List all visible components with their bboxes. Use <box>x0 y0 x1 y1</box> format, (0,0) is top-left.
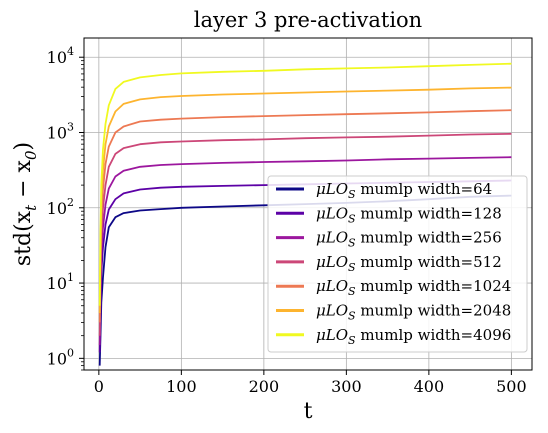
legend-label: μLOS mumlp width=4096 <box>316 326 511 347</box>
legend-label: μLOS mumlp width=2048 <box>316 302 511 323</box>
series-line <box>98 132 512 336</box>
series-line <box>98 156 512 346</box>
legend: μLOS mumlp width=64 μLOS mumlp width=128 μ… <box>267 175 528 353</box>
legend-label: μLOS mumlp width=256 <box>316 229 502 250</box>
x-axis-label: t <box>304 399 313 424</box>
x-tick-label: 0 <box>94 377 104 396</box>
series-line <box>98 62 512 306</box>
legend-label: μLOS mumlp width=1024 <box>316 277 511 298</box>
plot-frame <box>83 37 533 371</box>
series-line <box>98 109 512 323</box>
y-axis-label: std(xt − x0) <box>11 142 40 266</box>
x-tick-label: 400 <box>414 377 445 396</box>
x-axis-ticks: 0 100 200 300 400 500 <box>94 370 527 396</box>
legend-label: μLOS mumlp width=128 <box>316 204 502 225</box>
y-tick-label: 104 <box>47 45 74 67</box>
y-tick-label: 100 <box>47 346 74 368</box>
legend-box <box>267 175 528 353</box>
chart-title: layer 3 pre-activation <box>194 8 422 32</box>
x-tick-label: 100 <box>166 377 197 396</box>
y-tick-label: 102 <box>47 196 74 218</box>
legend-label: μLOS mumlp width=64 <box>316 180 492 201</box>
x-tick-label: 300 <box>331 377 362 396</box>
series-line <box>98 86 512 314</box>
y-tick-label: 103 <box>47 120 74 142</box>
x-tick-label: 200 <box>249 377 280 396</box>
legend-label: μLOS mumlp width=512 <box>316 253 502 274</box>
y-axis-ticks: 100 101 102 103 104 <box>47 45 84 371</box>
x-tick-label: 500 <box>496 377 527 396</box>
y-tick-label: 101 <box>47 271 74 293</box>
